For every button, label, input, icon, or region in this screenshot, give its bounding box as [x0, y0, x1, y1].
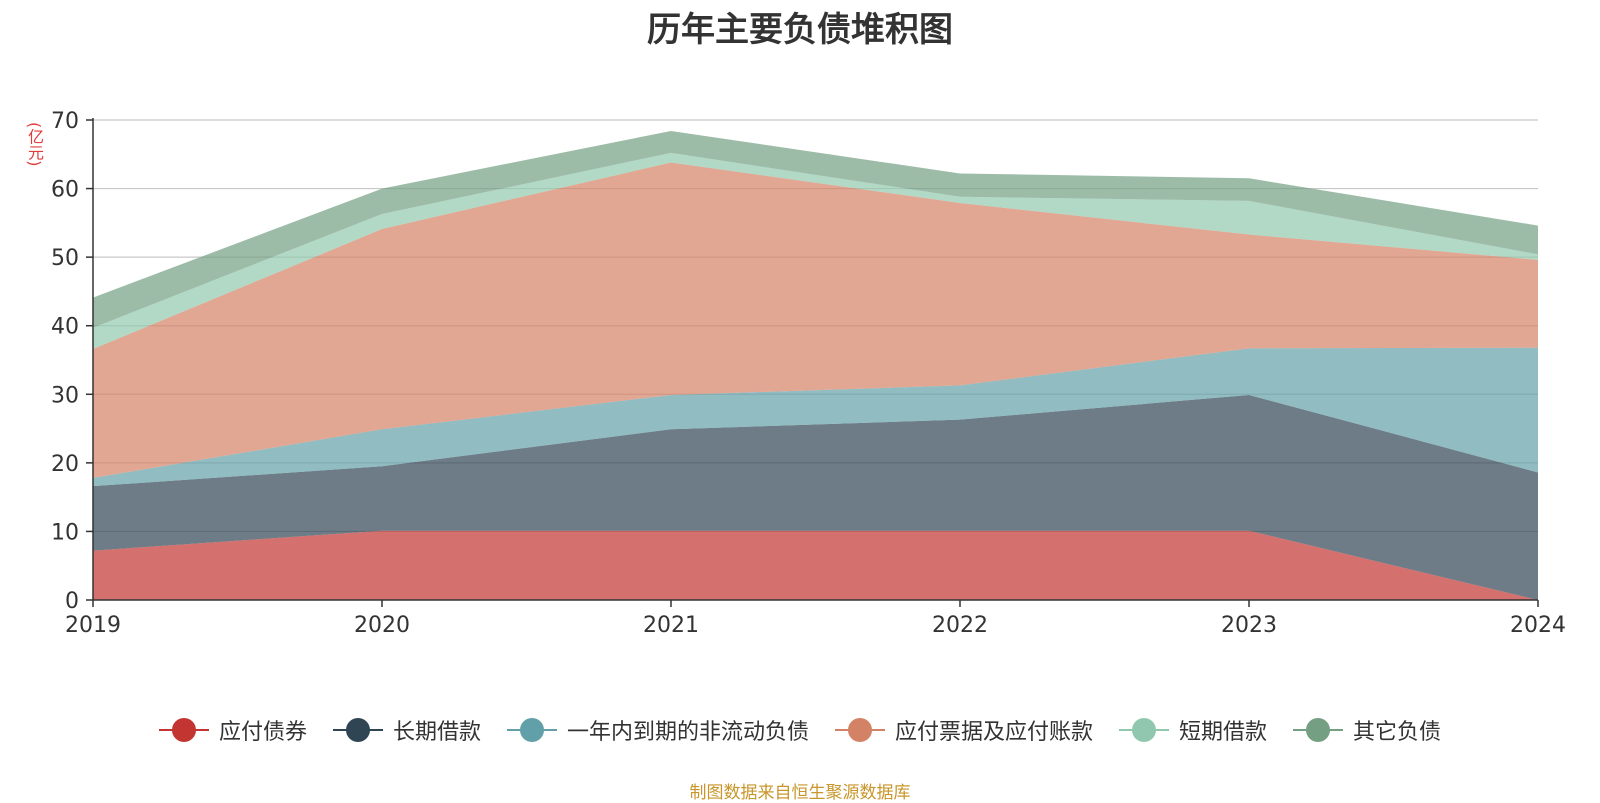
area-series-1 — [93, 530, 1538, 600]
legend-marker — [332, 718, 383, 742]
legend-label: 一年内到期的非流动负债 — [566, 720, 809, 745]
legend-item[interactable]: 长期借款 — [332, 714, 481, 746]
area-series-6 — [93, 130, 1538, 328]
data-source-note: 制图数据来自恒生聚源数据库 — [689, 783, 911, 803]
y-tick-label: 50 — [51, 246, 79, 271]
legend-item[interactable]: 短期借款 — [1119, 714, 1267, 746]
y-tick-label: 0 — [65, 589, 79, 614]
x-tick-label: 2019 — [65, 613, 121, 638]
legend-marker — [835, 718, 885, 742]
x-tick-label: 2023 — [1221, 613, 1277, 638]
area-series-3 — [93, 347, 1538, 487]
legend-label: 应付票据及应付账款 — [895, 720, 1094, 745]
tick-labels: 0 10 20 30 40 50 60 70 2019 2020 2021 2022 2023 2024 — [51, 109, 1566, 638]
area-series — [93, 130, 1538, 600]
legend-label: 长期借款 — [392, 720, 481, 745]
y-tick-label: 20 — [51, 452, 79, 477]
legend-item[interactable]: 应付债券 — [158, 714, 307, 746]
x-tick-label: 2022 — [932, 613, 988, 638]
legend-label: 其它负债 — [1353, 720, 1442, 745]
legend-item[interactable]: 其它负债 — [1293, 714, 1441, 746]
x-tick-label: 2020 — [354, 613, 410, 638]
legend-item[interactable]: 应付票据及应付账款 — [835, 714, 1093, 746]
legend-label: 短期借款 — [1179, 720, 1268, 745]
y-tick-label: 70 — [51, 109, 79, 134]
y-tick-label: 60 — [51, 178, 79, 203]
stacked-area-chart: 0 10 20 30 40 50 60 70 2019 2020 2021 2022 2023 2024 — [51, 109, 1566, 638]
legend-marker — [506, 718, 557, 742]
area-series-4 — [93, 162, 1538, 478]
chart-title: 历年主要负债堆积图 — [647, 10, 953, 50]
x-tick-label: 2021 — [643, 613, 699, 638]
area-series-5 — [93, 152, 1538, 350]
y-tick-label: 10 — [51, 520, 79, 545]
y-tick-label: 40 — [51, 315, 79, 340]
legend-item[interactable]: 一年内到期的非流动负债 — [506, 714, 809, 746]
legend-marker — [1293, 718, 1344, 742]
x-tick-label: 2024 — [1510, 613, 1566, 638]
y-axis-unit-label: (亿元) — [25, 122, 44, 167]
legend-label: 应付债券 — [218, 720, 307, 745]
y-tick-label: 30 — [51, 383, 79, 408]
chart-legend: 应付债券 长期借款 一年内到期的非流动负债 应付票据及应付账款 短期借款 其它负债 — [0, 714, 1600, 746]
area-series-2 — [93, 394, 1538, 600]
legend-marker — [1119, 718, 1170, 742]
axes — [86, 118, 1539, 607]
legend-marker — [158, 718, 209, 742]
